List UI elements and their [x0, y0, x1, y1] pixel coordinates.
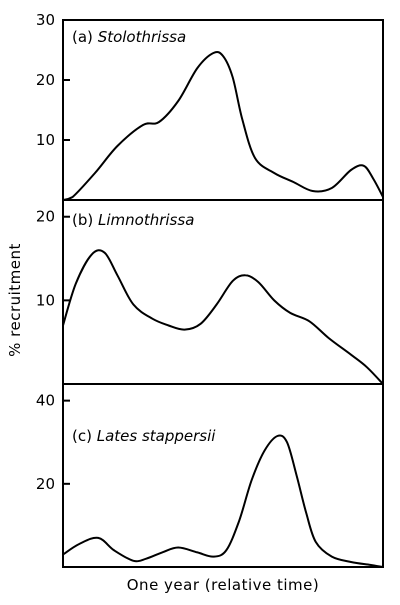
- panel-title-b: (b) Limnothrissa: [72, 211, 194, 229]
- y-tick-label-b-20: 20: [36, 208, 55, 226]
- panel-limnothrissa: (b) Limnothrissa 10 20: [36, 208, 384, 385]
- panel-label-c: (c): [72, 427, 92, 445]
- series-line-stolothrissa: [62, 51, 384, 201]
- series-line-limnothrissa: [62, 249, 384, 385]
- panel-stolothrissa: (a) Stolothrissa 10 20 30: [36, 11, 384, 201]
- panel-species-a: Stolothrissa: [98, 28, 186, 46]
- y-tick-label-c-20: 20: [36, 475, 55, 493]
- panel-label-a: (a): [72, 28, 93, 46]
- x-axis-label: One year (relative time): [127, 576, 319, 594]
- y-axis-label: % recruitment: [6, 243, 24, 357]
- y-ticks-a: 10 20 30: [36, 11, 70, 149]
- panel-species-b: Limnothrissa: [98, 211, 194, 229]
- y-tick-label-b-10: 10: [36, 291, 55, 309]
- plot-frame: [62, 19, 384, 568]
- y-tick-label-a-10: 10: [36, 131, 55, 149]
- y-tick-label-c-40: 40: [36, 392, 55, 410]
- series-line-lates-stappersii: [62, 434, 384, 568]
- y-tick-label-a-20: 20: [36, 71, 55, 89]
- y-tick-label-a-30: 30: [36, 11, 55, 29]
- panel-title-c: (c) Lates stappersii: [72, 427, 216, 445]
- panel-title-a: (a) Stolothrissa: [72, 28, 186, 46]
- y-ticks-b: 10 20: [36, 208, 70, 309]
- panel-label-b: (b): [72, 211, 93, 229]
- panel-species-c: Lates stappersii: [97, 427, 217, 445]
- outer-frame: [62, 19, 384, 568]
